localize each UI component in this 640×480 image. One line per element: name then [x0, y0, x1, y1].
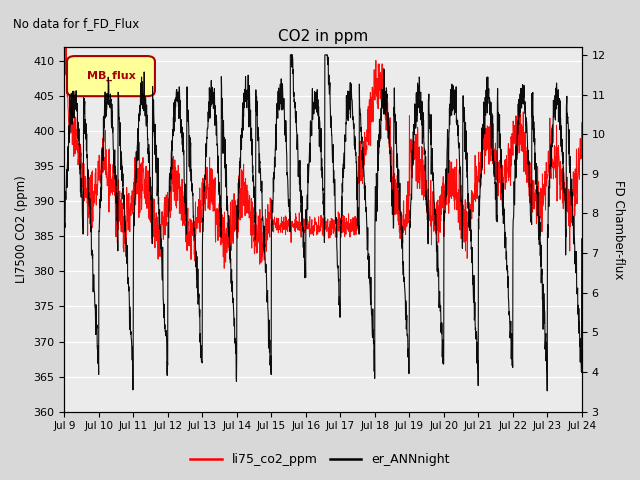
Text: No data for f_FD_Flux: No data for f_FD_Flux	[13, 17, 139, 30]
FancyBboxPatch shape	[67, 56, 155, 96]
Y-axis label: FD Chamber-flux: FD Chamber-flux	[612, 180, 625, 279]
Text: MB_flux: MB_flux	[86, 71, 135, 81]
Title: CO2 in ppm: CO2 in ppm	[278, 29, 368, 44]
Y-axis label: LI7500 CO2 (ppm): LI7500 CO2 (ppm)	[15, 176, 28, 283]
Legend: li75_co2_ppm, er_ANNnight: li75_co2_ppm, er_ANNnight	[186, 448, 454, 471]
